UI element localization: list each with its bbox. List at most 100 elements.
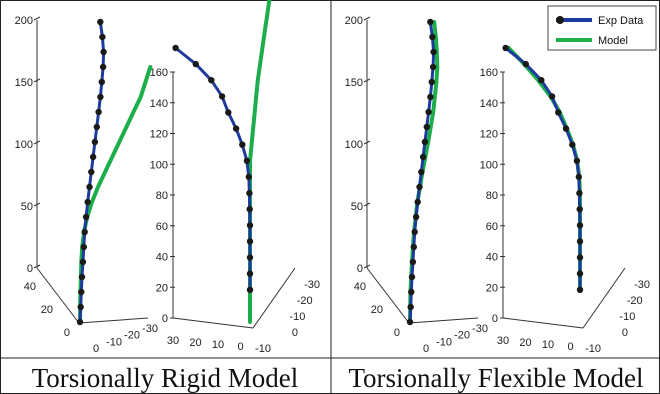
panel1-side-z-tick-label: 0 <box>357 263 363 275</box>
legend-box <box>547 5 657 51</box>
panel0-front-exp-line <box>174 46 252 292</box>
panel0-side-width-tick-label: -30 <box>142 323 158 335</box>
panel0-front-z-tick-label: 60 <box>156 221 168 233</box>
panel1-front-exp-point <box>548 93 556 100</box>
panel0-front-depth-tick-label: -10 <box>255 343 271 355</box>
panel1-front-width-tick-label: -10 <box>619 311 635 323</box>
panel1-side-exp-point <box>418 168 425 176</box>
panel1-side-exp-point <box>423 123 430 131</box>
panel1-front-z-tick-label: 60 <box>486 221 498 233</box>
panel0-side-exp-point <box>99 63 107 71</box>
panel0-side-z-tick-label: 200 <box>15 15 33 27</box>
panel0-front-exp-point <box>239 141 246 148</box>
panel1-side-z-tick-label: 200 <box>345 15 363 27</box>
panel1-front-exp-point <box>555 109 562 116</box>
panel0-front-exp-point <box>246 270 254 277</box>
panel0-side-z-tick-label: 0 <box>27 263 33 275</box>
panel0-side-exp-point <box>89 153 97 161</box>
panel0-side-z-tick-mark <box>33 264 41 269</box>
panel0-front-width-tick-label: -10 <box>289 311 305 323</box>
panel1-side-depth-axis <box>366 267 410 324</box>
panel0-front-z-tick-label: 0 <box>162 313 168 325</box>
panel1-front-width-axis <box>582 267 626 329</box>
panel1-side-width-tick-label: 0 <box>423 343 429 355</box>
panel0-side-exp-point <box>93 123 101 131</box>
panel1-side-exp-point <box>406 318 414 326</box>
panel0-front-z-tick-label: 80 <box>156 190 168 202</box>
panel0-side-exp-point <box>77 303 84 311</box>
legend-model-label: Model <box>598 35 628 47</box>
panel0-front-exp-point <box>246 254 254 261</box>
panel1-side-z-tick-label: 150 <box>345 77 363 89</box>
panel1-side-width-axis <box>408 317 479 324</box>
panel0-front-exp-point <box>246 189 253 197</box>
panel0-side-exp-point <box>86 183 93 191</box>
panel1-side-exp-point <box>414 198 421 206</box>
panel1-front-depth-tick-label: 0 <box>567 341 573 353</box>
panel0-side-width-tick-label: 0 <box>93 343 99 355</box>
panel0-side-exp-point <box>78 288 85 296</box>
panel1-side-exp-point <box>427 93 434 101</box>
panel0-front-exp-point <box>246 286 254 293</box>
panel1-side-z-tick-mark <box>363 78 371 83</box>
panel0-side-z-tick-label: 100 <box>15 139 33 151</box>
panel1-front-z-tick-label: 160 <box>480 67 498 79</box>
panel1-front-exp-point <box>576 254 584 261</box>
panel0-front-depth-tick-label: 10 <box>212 339 224 351</box>
panel0-side-z-tick-mark <box>33 16 41 21</box>
panel1-side-exp-point <box>427 18 434 26</box>
panel0-side-exp-point <box>91 138 99 146</box>
panel1-side-exp-point <box>407 303 414 311</box>
panel0-side-depth-tick-label: 40 <box>24 281 36 293</box>
panel0-side-depth-axis <box>36 267 80 324</box>
panel0-front-exp-point <box>208 77 215 84</box>
panel0-side-exp-point <box>88 168 95 176</box>
panel0-front-z-tick-label: 160 <box>150 67 168 79</box>
panel0-side-z-tick-label: 150 <box>15 77 33 89</box>
panel1-side-exp-point <box>408 273 416 281</box>
panel1-front-width-tick-label: 0 <box>622 327 628 339</box>
panel0-side-exp-point <box>76 318 84 326</box>
panel0-side-exp-point <box>82 213 90 221</box>
panel1-front-z-tick-label: 80 <box>486 190 498 202</box>
panel0-front-depth-axis <box>172 317 254 329</box>
panel0-side-exp-point <box>81 228 88 236</box>
panel1-side-z-tick-mark <box>363 140 371 145</box>
panel0-side-z-tick-label: 50 <box>21 201 33 213</box>
panel1-front-depth-tick-label: -10 <box>585 343 601 355</box>
panel1-front-depth-axis <box>502 317 584 329</box>
panel1-side-exp-point <box>429 33 436 41</box>
panel1-front-z-tick-label: 140 <box>480 98 498 110</box>
panel0-front-depth-tick-label: 0 <box>237 341 243 353</box>
panel1-side-z-tick-mark <box>363 16 371 21</box>
panel0-front-exp-point <box>218 93 226 100</box>
panel1-side-z-tick-mark <box>363 202 371 207</box>
panel0-side-z-tick-mark <box>33 202 41 207</box>
panel1-side-z-tick-label: 100 <box>345 139 363 151</box>
panel1-side-exp-point <box>416 183 423 191</box>
panel1-front-exp-point <box>576 270 584 277</box>
panel1-front-depth-tick-label: 20 <box>519 337 531 349</box>
caption-flexible: Torsionally Flexible Model <box>348 363 643 393</box>
panel1-front-exp-point <box>573 157 581 164</box>
panel1-front-exp-point <box>502 44 509 52</box>
panel1-front-exp-point <box>538 77 545 84</box>
panel0-front-depth-tick-label: 30 <box>167 335 179 347</box>
panel0-side-exp-point <box>97 18 104 26</box>
panel0-front-exp-point <box>192 60 199 68</box>
panel0-side-exp-point <box>80 243 88 251</box>
panel0-front-exp-point <box>172 44 179 52</box>
panel1-side-exp-point <box>408 288 415 296</box>
legend: Exp Data Model <box>547 5 657 51</box>
panel0-front-exp-point <box>232 125 240 132</box>
panel1-side-z-tick-mark <box>363 264 371 269</box>
panel1-front-z-tick-label: 120 <box>480 129 498 141</box>
panel0-front-z-tick-label: 20 <box>156 282 168 294</box>
panel1-front-width-tick-label: -30 <box>634 279 650 291</box>
panel1-side-exp-point <box>425 108 432 116</box>
panel1-side-exp-point <box>421 138 429 146</box>
panel1-front-depth-tick-label: 30 <box>497 335 509 347</box>
panel0-side-width-axis <box>78 317 149 324</box>
